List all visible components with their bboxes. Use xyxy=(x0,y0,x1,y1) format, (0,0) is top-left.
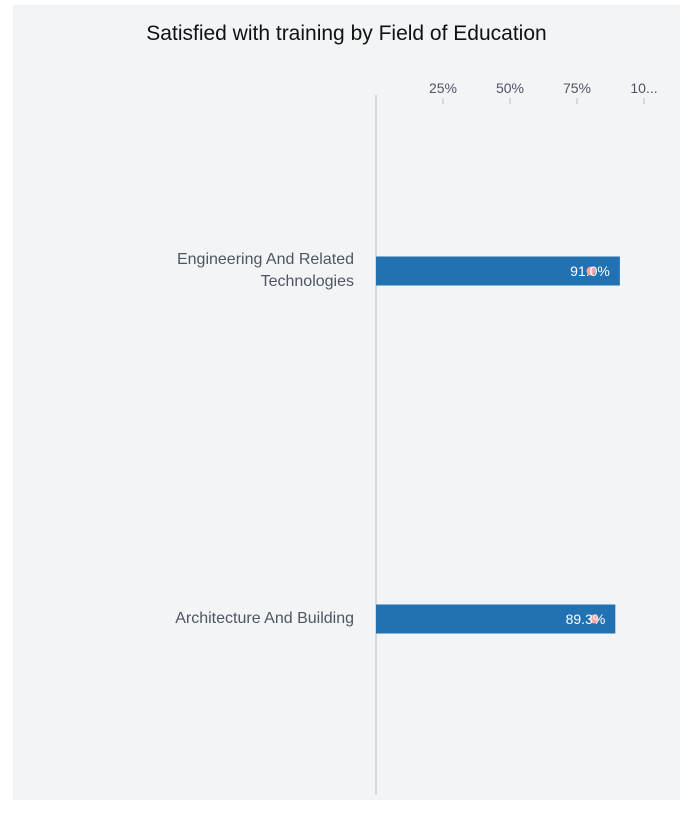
value-label: 91.0% xyxy=(570,263,610,279)
category-label: Engineering And Related Technologies xyxy=(176,251,354,290)
chart-title: Satisfied with training by Field of Educ… xyxy=(146,22,547,45)
chart-panel xyxy=(13,5,680,800)
x-tick-label: 10... xyxy=(630,80,658,96)
value-label: 89.3% xyxy=(565,611,606,627)
x-tick-label: 25% xyxy=(428,80,458,96)
x-tick-label: 50% xyxy=(495,80,525,96)
bar xyxy=(376,604,616,634)
marker xyxy=(586,266,596,276)
bar xyxy=(376,256,620,286)
marker xyxy=(589,614,599,624)
x-tick-label: 75% xyxy=(562,80,592,96)
category-label: Architecture And Building xyxy=(175,610,354,627)
